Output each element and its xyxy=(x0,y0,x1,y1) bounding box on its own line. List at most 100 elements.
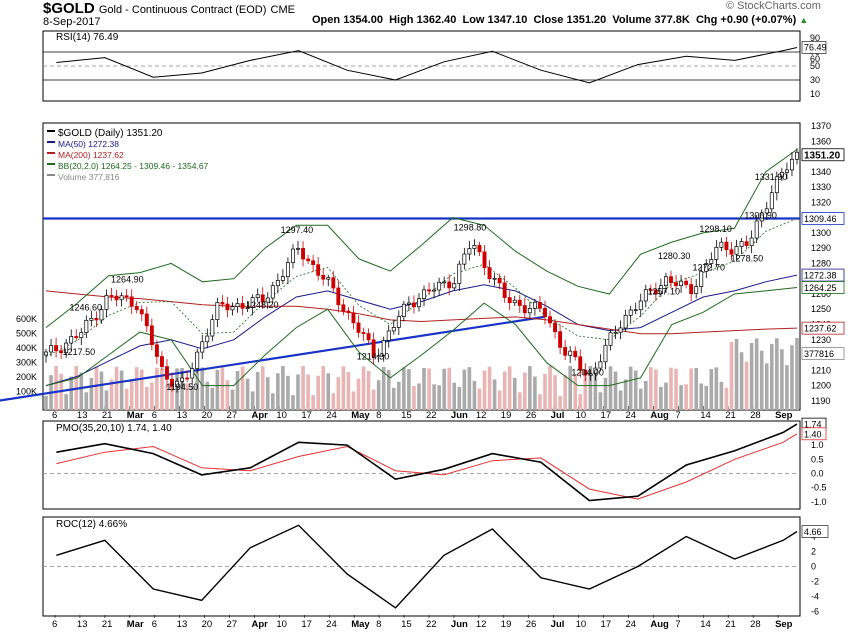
rsi-line xyxy=(56,47,798,84)
price-annotation: 1272.70 xyxy=(692,263,725,273)
candle-body xyxy=(648,289,653,291)
candle-body xyxy=(356,322,361,333)
volume-bar xyxy=(376,380,381,410)
volume-bar xyxy=(104,390,109,410)
roc-value-label: 4.66 xyxy=(804,527,822,537)
rsi-tick-label: 60 xyxy=(810,54,820,64)
price-x-label: 10 xyxy=(576,410,587,421)
legend-swatch xyxy=(47,174,55,176)
roc-x-label: May xyxy=(351,619,370,630)
volume-tick-label: 400K xyxy=(16,343,37,353)
price-tick-label: 1250 xyxy=(811,304,831,314)
volume-bar xyxy=(311,395,315,410)
volume-bar xyxy=(170,384,174,410)
volume-bar xyxy=(391,387,396,410)
candle-body xyxy=(371,339,376,358)
volume-bar xyxy=(462,369,467,410)
candle-body xyxy=(341,304,346,312)
price-tick-label: 1260 xyxy=(811,289,831,299)
price-x-label: 21 xyxy=(725,410,736,421)
price-annotation: 1194.50 xyxy=(166,382,198,392)
roc-x-label: 21 xyxy=(725,619,736,630)
roc-tick-label: -2 xyxy=(811,577,819,587)
instrument-name: Gold - Continuous Contract (EOD) xyxy=(98,4,267,16)
volume-bar xyxy=(633,370,638,410)
price-tick-label: 1210 xyxy=(811,365,831,375)
candle-body xyxy=(260,294,265,303)
candle-body xyxy=(180,377,185,382)
volume-bar xyxy=(240,366,245,410)
volume-bar xyxy=(134,367,139,410)
volume-bar xyxy=(381,366,386,410)
candle-body xyxy=(311,260,316,265)
candle-body xyxy=(245,307,250,310)
price-x-label: Jun xyxy=(451,410,468,421)
candle-body xyxy=(714,246,719,260)
price-tick-label: 1280 xyxy=(811,258,831,268)
candle-body xyxy=(739,241,744,247)
price-x-label: 13 xyxy=(77,410,88,421)
volume-bar xyxy=(558,395,562,410)
candle-body xyxy=(598,361,603,369)
quote-close-label: Close xyxy=(533,14,564,26)
price-value-label: 1309.46 xyxy=(804,214,837,224)
candle-body xyxy=(784,169,789,173)
support-trendline xyxy=(0,315,545,402)
candle-body xyxy=(699,270,704,287)
volume-layer xyxy=(44,338,799,410)
candle-body xyxy=(195,351,200,370)
candle-body xyxy=(84,319,89,333)
up-arrow-icon: ▲ xyxy=(799,15,809,25)
quote-high: 1362.40 xyxy=(416,14,457,26)
quote-bar: Open 1354.00 High 1362.40 Low 1347.10 Cl… xyxy=(312,14,808,26)
candle-body xyxy=(638,300,643,311)
candle-body xyxy=(64,342,69,354)
price-annotation: 1214.30 xyxy=(357,352,390,362)
candle-body xyxy=(185,377,190,380)
candle-body xyxy=(568,350,573,356)
roc-x-label: 20 xyxy=(202,619,213,630)
rsi-value-box xyxy=(801,41,827,54)
volume-bar xyxy=(195,369,200,410)
roc-x-label: 10 xyxy=(576,619,587,630)
candle-body xyxy=(603,344,608,363)
volume-bar xyxy=(795,338,799,410)
price-value-label: 1264.25 xyxy=(804,283,837,293)
candle-body xyxy=(154,344,159,357)
volume-bar xyxy=(780,349,784,410)
volume-bar xyxy=(99,371,104,410)
price-value-box xyxy=(801,281,845,294)
volume-bar xyxy=(124,388,129,410)
volume-bar xyxy=(533,376,537,410)
candle-body xyxy=(578,356,583,371)
price-value-box xyxy=(801,268,845,282)
price-value-label: 377816 xyxy=(804,349,834,359)
price-x-label: 28 xyxy=(750,410,761,421)
candle-body xyxy=(427,289,432,292)
candle-body xyxy=(543,308,547,318)
candle-body xyxy=(306,258,311,262)
volume-bar xyxy=(230,389,235,410)
candle-body xyxy=(411,302,416,308)
roc-x-label: 6 xyxy=(152,619,157,630)
pmo-tick-label: 0.5 xyxy=(811,454,824,464)
volume-bar xyxy=(628,366,633,410)
candle-body xyxy=(664,276,668,287)
candle-body xyxy=(406,302,411,305)
volume-bar xyxy=(160,368,164,410)
candle-body xyxy=(467,248,472,255)
roc-x-label: 24 xyxy=(326,619,337,630)
candle-body xyxy=(583,369,588,376)
volume-bar xyxy=(790,345,794,410)
candle-body xyxy=(165,366,169,380)
chart-date: 8-Sep-2017 xyxy=(43,16,101,28)
candle-body xyxy=(74,336,79,338)
candle-body xyxy=(119,295,124,301)
volume-bar xyxy=(371,389,376,410)
volume-tick-label: 200K xyxy=(16,372,37,382)
volume-bar xyxy=(69,376,74,410)
quote-chg: +0.90 (+0.07%) xyxy=(720,14,797,26)
price-value-box xyxy=(801,212,845,225)
volume-bar xyxy=(220,366,225,410)
